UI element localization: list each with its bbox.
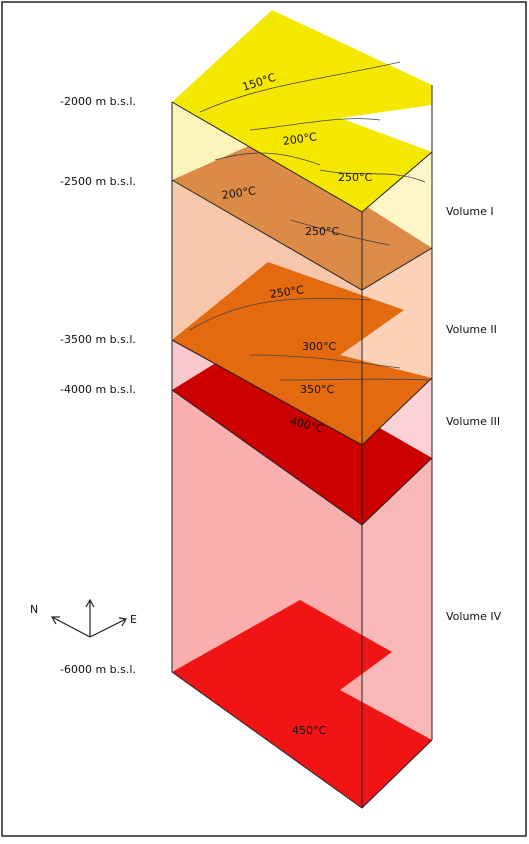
volume-label: Volume III	[446, 415, 500, 428]
volume-label: Volume II	[446, 323, 497, 336]
depth-label: -4000 m b.s.l.	[60, 383, 136, 396]
isotherm-label: 350°C	[300, 383, 334, 396]
compass-north: N	[30, 603, 38, 616]
volume-label: Volume IV	[446, 610, 502, 623]
depth-label: -3500 m b.s.l.	[60, 333, 136, 346]
depth-label: -6000 m b.s.l.	[60, 663, 136, 676]
depth-label: -2000 m b.s.l.	[60, 95, 136, 108]
isotherm-label: 250°C	[305, 225, 339, 238]
diagram: -2000 m b.s.l. -2500 m b.s.l. -3500 m b.…	[0, 0, 529, 840]
compass-east: E	[130, 613, 137, 626]
isotherm-label: 300°C	[302, 340, 336, 353]
isotherm-label: 250°C	[338, 171, 372, 184]
volume-label: Volume I	[446, 205, 494, 218]
depth-label: -2500 m b.s.l.	[60, 175, 136, 188]
isotherm-label: 450°C	[292, 724, 326, 737]
